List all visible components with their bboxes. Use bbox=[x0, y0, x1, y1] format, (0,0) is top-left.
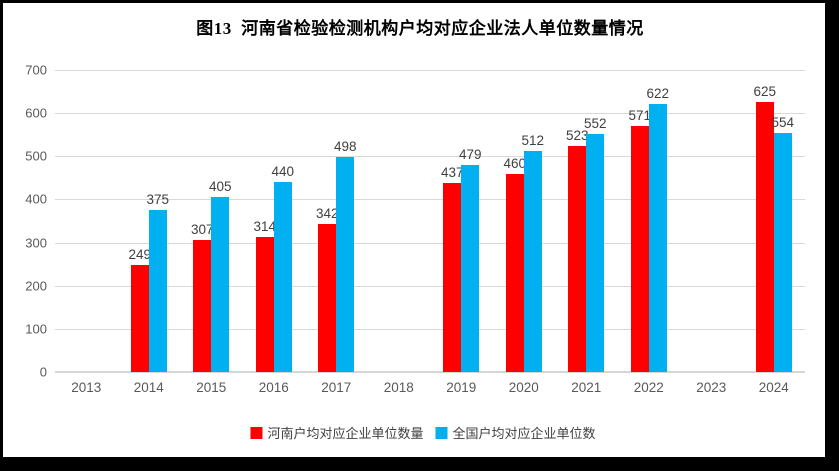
blue-square-swatch bbox=[435, 426, 448, 439]
bar-value-label: 405 bbox=[208, 179, 232, 195]
bar-value-label: 440 bbox=[271, 164, 295, 180]
bar-national bbox=[773, 132, 792, 372]
bar-henan bbox=[130, 264, 149, 372]
x-tick-label: 2024 bbox=[758, 380, 789, 395]
bar-national bbox=[148, 210, 167, 372]
y-tick-label: 600 bbox=[25, 105, 47, 121]
y-tick-label: 0 bbox=[39, 364, 47, 380]
y-tick-label: 100 bbox=[25, 321, 47, 337]
y-tick-label: 300 bbox=[25, 235, 47, 251]
bar-national bbox=[586, 133, 605, 372]
gridline bbox=[55, 285, 805, 287]
chart-page: 图13 河南省检验检测机构户均对应企业法人单位数量情况 河南户均对应企业单位数量… bbox=[3, 3, 825, 457]
gridline bbox=[55, 113, 805, 115]
x-tick-label: 2021 bbox=[571, 380, 602, 395]
bar-henan bbox=[630, 125, 649, 372]
bar-national bbox=[336, 157, 355, 372]
red-square-swatch bbox=[250, 426, 263, 439]
bar-value-label: 625 bbox=[753, 84, 777, 100]
bar-value-label: 437 bbox=[440, 165, 464, 181]
bar-national bbox=[273, 182, 292, 372]
y-tick-label: 400 bbox=[25, 191, 47, 207]
gridline bbox=[55, 199, 805, 201]
bar-value-label: 307 bbox=[190, 221, 214, 237]
x-axis-line bbox=[55, 371, 805, 373]
gridline bbox=[55, 156, 805, 158]
x-tick-label: 2020 bbox=[508, 380, 539, 395]
x-tick-label: 2014 bbox=[133, 380, 164, 395]
bar-henan bbox=[568, 146, 587, 372]
bar-national bbox=[523, 151, 542, 372]
chart-legend: 河南户均对应企业单位数量 全国户均对应企业单位数 bbox=[250, 423, 596, 442]
gridline bbox=[55, 242, 805, 244]
chart-title: 图13 河南省检验检测机构户均对应企业法人单位数量情况 bbox=[196, 19, 644, 38]
bar-national bbox=[211, 197, 230, 372]
bar-henan bbox=[193, 239, 212, 372]
x-tick-label: 2016 bbox=[258, 380, 289, 395]
legend-item-national: 全国户均对应企业单位数 bbox=[435, 423, 596, 442]
bar-value-label: 622 bbox=[646, 85, 670, 101]
x-tick-label: 2018 bbox=[383, 380, 414, 395]
x-tick-label: 2013 bbox=[71, 380, 102, 395]
bar-value-label: 249 bbox=[128, 246, 152, 262]
y-tick-label: 700 bbox=[25, 62, 47, 78]
gridline bbox=[55, 328, 805, 330]
bar-value-label: 512 bbox=[521, 133, 545, 149]
bar-value-label: 571 bbox=[628, 107, 652, 123]
bar-value-label: 523 bbox=[565, 128, 589, 144]
x-tick-label: 2019 bbox=[446, 380, 477, 395]
bar-henan bbox=[755, 102, 774, 372]
y-tick-label: 500 bbox=[25, 148, 47, 164]
bar-value-label: 314 bbox=[253, 218, 277, 234]
x-tick-label: 2023 bbox=[696, 380, 727, 395]
bar-henan bbox=[443, 183, 462, 372]
bar-value-label: 375 bbox=[146, 192, 170, 208]
legend-label-national: 全国户均对应企业单位数 bbox=[452, 426, 596, 441]
bar-value-label: 342 bbox=[315, 206, 339, 222]
bar-henan bbox=[505, 173, 524, 372]
x-tick-label: 2015 bbox=[196, 380, 227, 395]
legend-item-henan: 河南户均对应企业单位数量 bbox=[250, 423, 424, 442]
bar-value-label: 479 bbox=[458, 147, 482, 163]
legend-label-henan: 河南户均对应企业单位数量 bbox=[267, 426, 424, 441]
bar-value-label: 498 bbox=[333, 139, 357, 155]
bar-henan bbox=[318, 224, 337, 372]
y-tick-label: 200 bbox=[25, 278, 47, 294]
x-tick-label: 2022 bbox=[633, 380, 664, 395]
bar-value-label: 554 bbox=[771, 114, 795, 130]
bar-value-label: 552 bbox=[583, 115, 607, 131]
bar-national bbox=[648, 103, 667, 372]
x-tick-label: 2017 bbox=[321, 380, 352, 395]
bar-henan bbox=[255, 236, 274, 372]
bar-national bbox=[461, 165, 480, 372]
bar-value-label: 460 bbox=[503, 155, 527, 171]
gridline bbox=[55, 70, 805, 71]
